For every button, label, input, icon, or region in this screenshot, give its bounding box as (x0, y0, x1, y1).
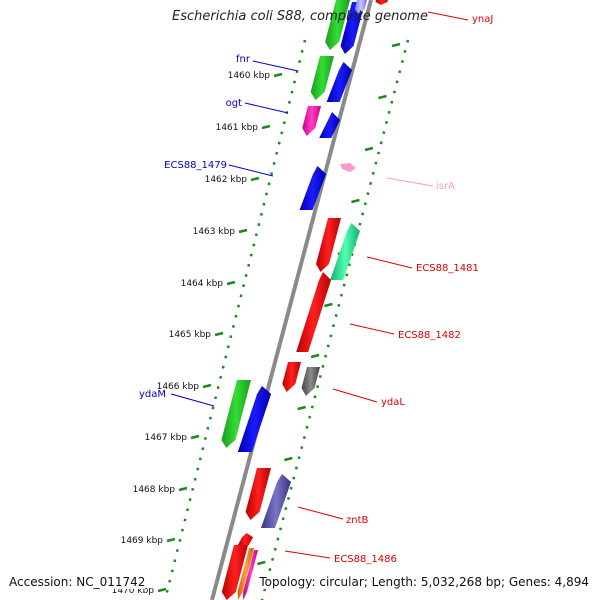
gene-label-lines: ynaJ fnr ogt ECS88_1479 isrA ECS88_1481 ECS88_… (139, 11, 493, 565)
gene-label[interactable]: ECS88_1486 (334, 554, 397, 565)
gene-feature-red (316, 218, 341, 272)
gene-feature-ECS88_1482 (296, 272, 332, 352)
tick-label: 1465 kbp (169, 330, 212, 340)
gene-label-line (332, 388, 378, 403)
tick-mark (273, 72, 283, 78)
gene-feature-red (237, 533, 254, 545)
gene-feature-isrA (340, 163, 356, 172)
gene-label-line (297, 506, 344, 520)
gene-label-line (427, 11, 469, 21)
outer-tick-mark (324, 302, 333, 308)
tick-mark (178, 486, 188, 492)
accession-text: Accession: NC_011742 (9, 575, 146, 589)
tick-mark (250, 176, 260, 182)
gene-feature-red (245, 468, 271, 520)
gene-feature-green (325, 0, 350, 50)
gene-label-line (366, 256, 413, 269)
outer-tick-mark (351, 198, 360, 204)
outer-tick-mark (310, 353, 320, 359)
gene-feature-orange (237, 548, 254, 600)
gene-feature-red (375, 0, 388, 5)
gene-feature-lightblue (354, 0, 367, 14)
gene-feature-blue (326, 62, 353, 102)
outer-tick-mark (257, 560, 266, 566)
gene-label[interactable]: fnr (236, 54, 251, 65)
gene-feature-ogt (302, 106, 321, 136)
genome-title: Escherichia coli S88, complete genome (172, 9, 428, 24)
topology-text: Topology: circular; Length: 5,032,268 bp… (259, 575, 589, 589)
gene-label[interactable]: ynaJ (472, 14, 493, 25)
gene-feature-blue (319, 112, 341, 138)
tick-mark (166, 537, 176, 543)
tick-mark (202, 383, 212, 389)
tick-label: 1467 kbp (145, 433, 188, 443)
gene-label-line (252, 60, 299, 72)
tick-label: 1466 kbp (157, 382, 200, 392)
gene-feature-fnr (310, 56, 334, 100)
tick-label: 1468 kbp (133, 485, 176, 495)
tick-label: 1462 kbp (205, 175, 248, 185)
gene-feature-ECS88_1479 (299, 166, 327, 210)
tick-marks: 1460 kbp 1461 kbp 1462 kbp 1463 kbp 1464 kbp… (112, 42, 401, 596)
tick-label: 1464 kbp (181, 279, 224, 289)
tick-label: 1469 kbp (121, 536, 164, 546)
tick-label: 1460 kbp (228, 71, 271, 81)
gene-feature-ydaM (221, 380, 251, 448)
gene-label[interactable]: ECS88_1479 (164, 160, 227, 171)
gene-label[interactable]: ydaM (139, 389, 166, 400)
gene-label-line (386, 177, 434, 187)
outer-tick-mark (284, 456, 293, 462)
tick-label: 1470 kbp (112, 586, 155, 596)
genome-backbone (210, 0, 373, 600)
gene-label[interactable]: zntB (346, 515, 369, 526)
tick-mark (157, 587, 167, 593)
gene-label-line (244, 102, 289, 114)
tick-mark (261, 124, 271, 130)
gene-label-line (349, 323, 395, 335)
outer-dotted-track (260, 39, 410, 600)
gene-label[interactable]: ECS88_1481 (416, 263, 479, 274)
tick-label: 1461 kbp (216, 123, 259, 133)
outer-tick-mark (364, 146, 374, 152)
gene-feature-magenta (243, 550, 258, 600)
gene-feature-blue (237, 386, 272, 452)
tick-label: 1463 kbp (193, 227, 236, 237)
gene-feature-ECS88_1486 (221, 545, 248, 600)
outer-tick-mark (391, 42, 401, 48)
gene-label[interactable]: isrA (436, 181, 455, 192)
gene-label[interactable]: ogt (226, 98, 242, 109)
outer-tick-mark (297, 405, 306, 411)
gene-features (221, 0, 388, 600)
gene-feature-ECS88_1481 (330, 223, 361, 280)
tick-mark (226, 280, 236, 286)
gene-label-line (170, 393, 215, 407)
tick-mark (214, 331, 224, 337)
outer-tick-mark (378, 94, 387, 100)
gene-feature-blue (340, 2, 365, 54)
gene-feature-zntB (260, 474, 292, 528)
gene-feature-ydaL (301, 367, 320, 396)
gene-label-line (284, 550, 331, 559)
gene-label[interactable]: ydaL (381, 397, 405, 408)
inner-dotted-track (163, 39, 307, 600)
gene-label[interactable]: ECS88_1482 (398, 330, 461, 341)
gene-feature-red (282, 362, 301, 392)
gene-label-line (228, 164, 274, 177)
tick-mark (190, 434, 200, 440)
tick-mark (238, 228, 248, 234)
